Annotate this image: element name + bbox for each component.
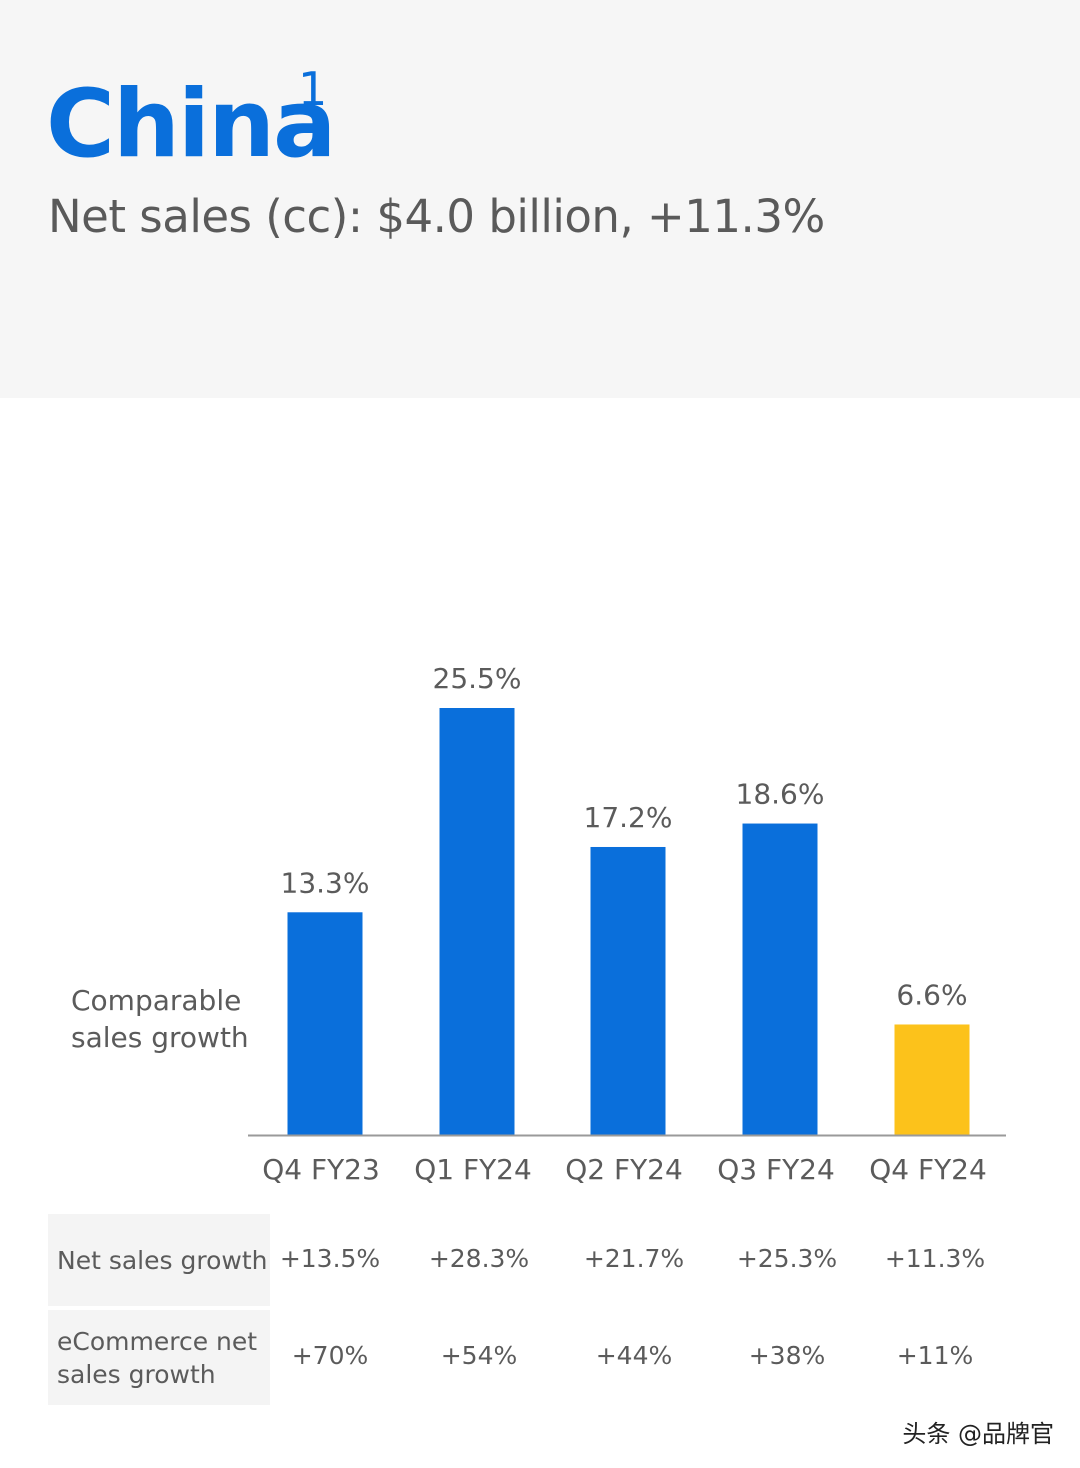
bar-q4-fy23 <box>287 912 363 1135</box>
comparable-sales-label: Comparable sales growth <box>71 982 249 1056</box>
title-footnote-marker: 1 <box>298 62 328 116</box>
net-sales-growth-cell: +11.3% <box>884 1244 986 1273</box>
ecommerce-growth-cell: +70% <box>291 1341 369 1370</box>
net-sales-subtitle: Net sales (cc): $4.0 billion, +11.3% <box>48 190 825 243</box>
ecommerce-growth-cell: +38% <box>748 1341 826 1370</box>
header-panel: China 1 Net sales (cc): $4.0 billion, +1… <box>0 0 1080 398</box>
bar-value-label: 25.5% <box>433 662 522 695</box>
net-sales-growth-cell: +28.3% <box>428 1244 530 1273</box>
x-tick-label: Q3 FY24 <box>717 1153 835 1186</box>
row-label-line: Net sales growth <box>57 1245 268 1275</box>
bar-q1-fy24 <box>439 708 515 1135</box>
bar-value-label: 18.6% <box>736 778 825 811</box>
x-tick-label: Q4 FY24 <box>869 1153 987 1186</box>
bar-q2-fy24 <box>590 846 666 1135</box>
comparable-sales-label-line2: sales growth <box>71 1021 249 1054</box>
x-tick-label: Q4 FY23 <box>262 1153 380 1186</box>
ecommerce-growth-label: eCommerce net sales growth <box>48 1310 270 1405</box>
ecommerce-growth-cell: +44% <box>595 1341 673 1370</box>
ecommerce-growth-cell: +54% <box>440 1341 518 1370</box>
bar-value-label: 13.3% <box>281 866 370 899</box>
comparable-sales-bar-chart: 13.3%25.5%17.2%18.6%6.6% Q4 FY23 Q1 FY24 Q… <box>248 662 1006 1186</box>
net-sales-growth-cell: +13.5% <box>279 1244 381 1273</box>
row-label-line: eCommerce net <box>57 1326 258 1356</box>
x-tick-label: Q1 FY24 <box>414 1153 532 1186</box>
x-tick-label: Q2 FY24 <box>565 1153 683 1186</box>
bar-value-label: 6.6% <box>896 978 967 1011</box>
net-sales-growth-cell: +21.7% <box>583 1244 685 1273</box>
ecommerce-growth-cell: +11% <box>896 1341 974 1370</box>
page-title: China <box>46 70 336 179</box>
bar-q3-fy24 <box>742 823 818 1135</box>
bar-value-label: 17.2% <box>584 801 673 834</box>
bar-group: 13.3% 25.5% 17.2% 18.6% 6.6% <box>281 662 970 1135</box>
comparable-sales-label-line1: Comparable <box>71 984 242 1017</box>
bar-q4-fy24 <box>894 1024 970 1135</box>
x-tick-labels: Q4 FY23 Q1 FY24 Q2 FY24 Q3 FY24 Q4 FY24 <box>262 1153 987 1186</box>
source-watermark: 头条 @品牌官 <box>902 1420 1054 1448</box>
net-sales-growth-cell: +25.3% <box>736 1244 838 1273</box>
row-label-line: sales growth <box>57 1359 216 1389</box>
net-sales-growth-label: Net sales growth <box>48 1214 270 1306</box>
